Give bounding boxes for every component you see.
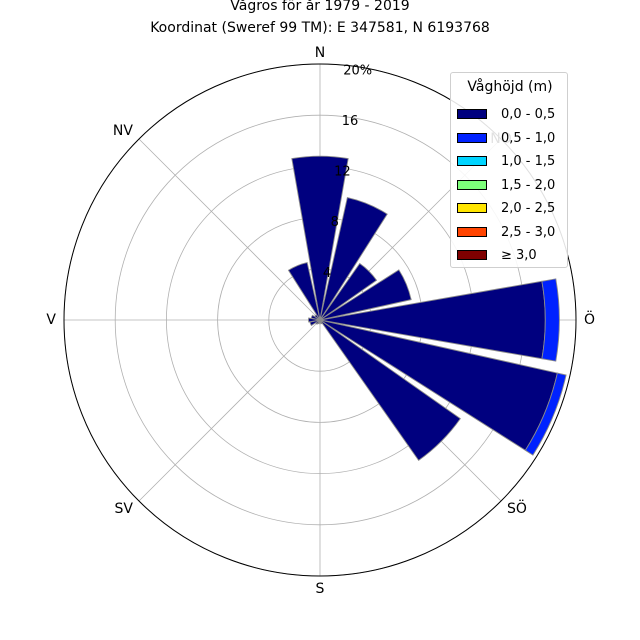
legend-item: 1,5 - 2,0 (457, 177, 567, 195)
legend-item: ≥ 3,0 (457, 247, 567, 265)
legend-swatch (457, 250, 487, 260)
legend-label: 2,0 - 2,5 (501, 201, 556, 216)
legend-label: 0,5 - 1,0 (501, 130, 556, 146)
direction-label: SV (115, 501, 134, 517)
legend-swatch (457, 179, 487, 190)
wind-rose-bar (309, 319, 321, 327)
wind-rose-bar (524, 372, 567, 456)
wind-rose-bar (308, 317, 321, 323)
wind-rose-bar (319, 319, 461, 461)
legend-label: 0,0 - 0,5 (501, 107, 556, 122)
legend-item: 0,0 - 0,5 (457, 106, 567, 124)
legend-swatch (457, 132, 487, 143)
legend-swatch (457, 203, 487, 213)
wind-rose-bar (319, 262, 378, 321)
plot-frame (63, 63, 577, 577)
wind-rose-bar (319, 269, 412, 321)
grid-spoke (138, 319, 321, 502)
wind-rose-bar (291, 155, 349, 321)
direction-label: NV (113, 123, 133, 139)
direction-label: Ö (584, 310, 595, 328)
legend-label: 1,5 - 2,0 (501, 177, 556, 193)
radial-tick-label: 16 (342, 114, 359, 129)
legend-item: 2,0 - 2,5 (457, 200, 567, 218)
legend-swatch (457, 226, 487, 237)
radial-tick-label: 20% (343, 63, 372, 78)
radial-tick-label: 8 (331, 215, 339, 230)
wind-rose-bar (287, 262, 321, 321)
direction-label: N (315, 45, 325, 61)
wind-rose-bar (541, 278, 560, 362)
legend-label: 2,5 - 3,0 (501, 224, 556, 240)
legend-swatch (457, 109, 487, 119)
direction-label: V (46, 312, 56, 328)
legend-label: 1,0 - 1,5 (501, 154, 556, 169)
legend-item: 1,0 - 1,5 (457, 153, 567, 171)
legend-swatch (457, 156, 487, 166)
wind-rose-bar (319, 197, 388, 321)
direction-label: SÖ (507, 499, 527, 517)
direction-label: S (316, 581, 325, 597)
grid-spoke (138, 138, 321, 321)
legend-label: ≥ 3,0 (501, 248, 537, 263)
legend-item: 2,5 - 3,0 (457, 224, 567, 242)
legend-title: Våghöjd (m) (467, 79, 553, 95)
radial-tick-label: 12 (334, 165, 351, 180)
legend-item: 0,5 - 1,0 (457, 130, 567, 148)
chart-subtitle: Koordinat (Sweref 99 TM): E 347581, N 61… (150, 20, 490, 36)
chart-title: Vågros för år 1979 - 2019 (230, 0, 410, 14)
legend: Våghöjd (m) 0,0 - 0,5 0,5 - 1,0 1,0 - 1,5 1… (450, 72, 568, 268)
radial-tick-label: 4 (323, 266, 331, 281)
